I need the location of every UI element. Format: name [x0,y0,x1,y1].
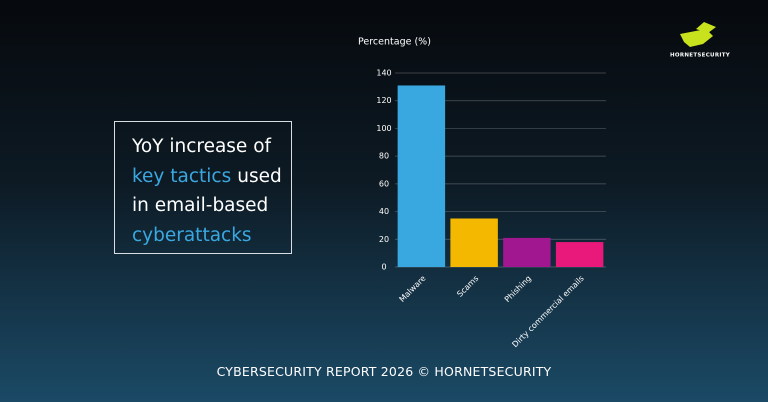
headline-line: cyberattacks [132,221,291,251]
headline-line: in email-based [132,191,291,221]
headline-line: YoY increase of [132,132,291,162]
x-tick-label: Scams [455,274,480,299]
bar [503,237,551,267]
logo-text: HORNETSECURITY [670,53,731,59]
y-tick-label: 100 [376,124,391,133]
y-tick-label: 140 [376,69,391,78]
y-tick-label: 120 [376,96,391,105]
y-axis-label: Percentage (%) [358,37,431,48]
x-tick-label: Phishing [503,274,533,304]
y-tick-label: 80 [379,152,389,161]
bar [555,242,604,267]
headline-text: in email-based [132,195,269,216]
headline-text: YoY increase of [132,136,272,157]
headline-highlight: cyberattacks [132,224,252,246]
headline-box: YoY increase of key tactics used in email-b… [114,121,292,254]
headline-line: key tactics used [132,162,291,192]
headline-highlight: key tactics [132,165,232,187]
bar [397,85,446,267]
bar [450,218,498,267]
y-tick-label: 60 [379,179,389,188]
x-tick-label: Malware [397,274,427,304]
headline-text: used [237,165,282,187]
y-tick-label: 20 [379,235,389,244]
y-tick-label: 0 [381,263,386,272]
logo-wing [696,22,716,33]
y-tick-label: 40 [379,207,389,216]
logo-icon [680,29,713,47]
footer: CYBERSECURITY REPORT 2026 © HORNETSECURI… [216,364,552,379]
